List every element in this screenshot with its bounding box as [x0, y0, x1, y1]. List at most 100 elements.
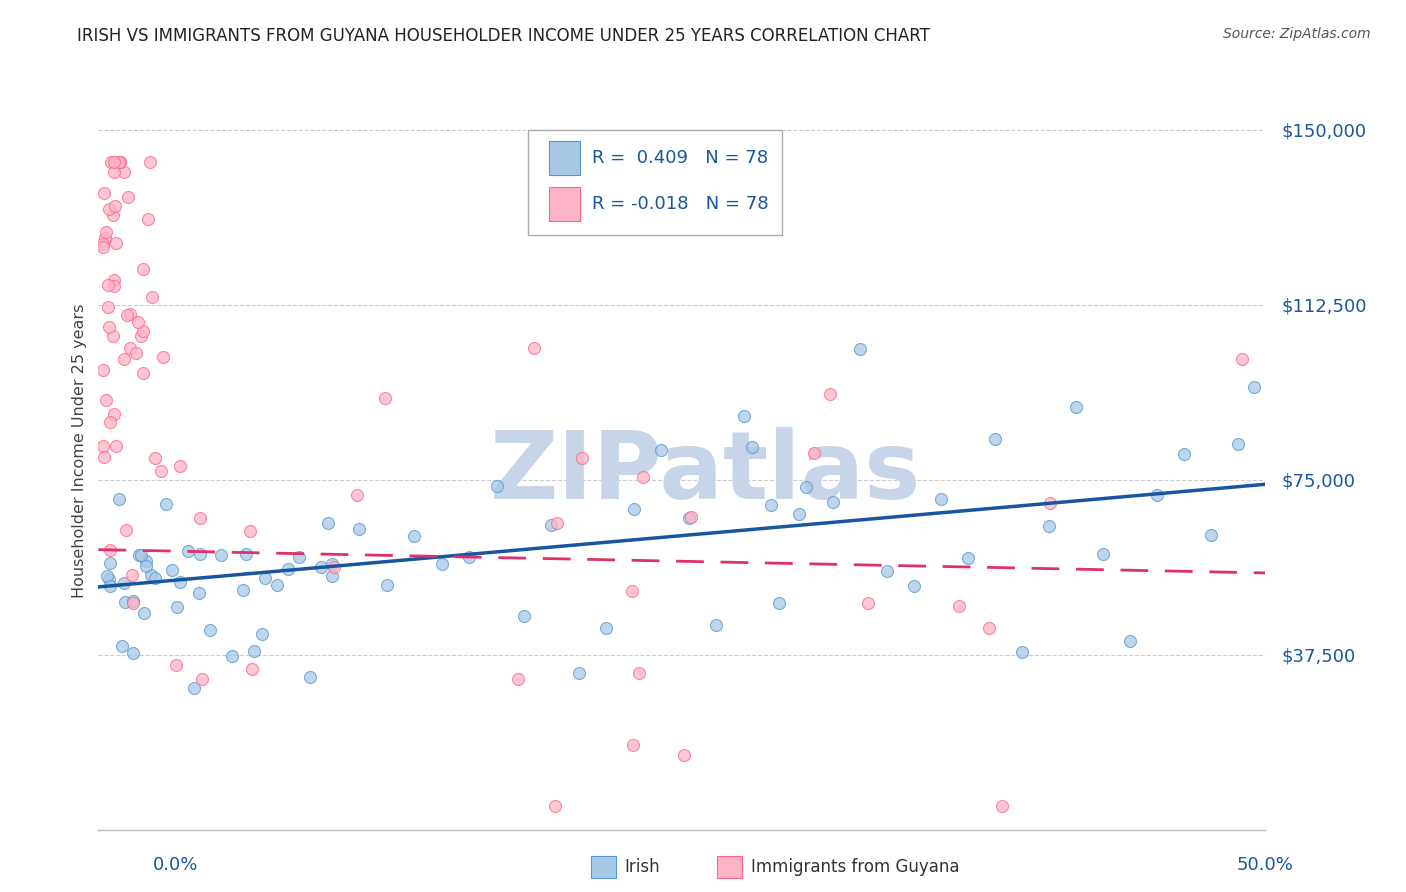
Point — [93, 186, 115, 200]
Point — [322, 560, 344, 574]
Point — [544, 799, 567, 814]
Point — [957, 550, 980, 565]
Point — [568, 666, 591, 681]
Point — [96, 225, 118, 239]
Point — [132, 606, 155, 620]
Point — [595, 622, 617, 636]
Point — [139, 155, 162, 169]
Point — [1173, 447, 1195, 461]
Point — [346, 487, 368, 501]
Point — [93, 240, 115, 254]
Point — [571, 451, 593, 466]
Point — [631, 469, 654, 483]
Point — [704, 618, 727, 632]
Text: R =  0.409   N = 78: R = 0.409 N = 78 — [592, 149, 768, 167]
Point — [131, 366, 153, 380]
Point — [621, 739, 644, 753]
Point — [128, 548, 150, 562]
Point — [96, 393, 118, 408]
Point — [141, 290, 163, 304]
Point — [254, 571, 277, 585]
Point — [169, 575, 191, 590]
Point — [349, 523, 371, 537]
Point — [132, 261, 155, 276]
Point — [818, 387, 841, 401]
Point — [266, 578, 288, 592]
Point — [101, 208, 124, 222]
Point — [143, 450, 166, 465]
Point — [375, 577, 398, 591]
Point — [513, 608, 536, 623]
Point — [238, 524, 260, 538]
Point — [287, 549, 309, 564]
Point — [183, 681, 205, 695]
Point — [114, 595, 136, 609]
Point — [110, 155, 132, 169]
Point — [127, 315, 149, 329]
Point — [540, 518, 562, 533]
Text: Source: ZipAtlas.com: Source: ZipAtlas.com — [1223, 27, 1371, 41]
Point — [91, 237, 114, 252]
Point — [129, 549, 152, 563]
Point — [221, 648, 243, 663]
Point — [91, 439, 114, 453]
Point — [650, 443, 672, 458]
Point — [97, 319, 120, 334]
Point — [105, 235, 128, 250]
Point — [803, 446, 825, 460]
Point — [98, 556, 121, 570]
Point — [143, 571, 166, 585]
Point — [97, 202, 120, 217]
Point — [103, 279, 125, 293]
Point — [1227, 437, 1250, 451]
Point — [97, 277, 120, 292]
Point — [741, 440, 763, 454]
Point — [112, 575, 135, 590]
Point — [1092, 548, 1115, 562]
Point — [117, 190, 139, 204]
Point — [100, 155, 122, 169]
Point — [277, 562, 299, 576]
Point — [768, 596, 790, 610]
Point — [200, 623, 222, 637]
Text: ZIPatlas: ZIPatlas — [489, 427, 921, 519]
Point — [160, 563, 183, 577]
Point — [1230, 351, 1253, 366]
Point — [374, 391, 396, 405]
Point — [627, 666, 650, 681]
Point — [98, 415, 121, 429]
Point — [117, 308, 139, 322]
Point — [991, 799, 1014, 814]
Point — [129, 329, 152, 343]
Point — [821, 495, 844, 509]
Point — [166, 600, 188, 615]
Point — [139, 567, 162, 582]
Point — [115, 523, 138, 537]
Point — [121, 568, 143, 582]
Point — [150, 464, 173, 478]
Point — [165, 657, 187, 672]
Point — [152, 351, 174, 365]
Point — [458, 550, 481, 565]
Point — [111, 640, 134, 654]
Point — [1011, 645, 1033, 659]
Point — [929, 491, 952, 506]
Point — [112, 352, 135, 367]
Point — [191, 672, 214, 686]
Point — [430, 558, 453, 572]
Point — [485, 479, 508, 493]
Point — [243, 644, 266, 658]
Text: IRISH VS IMMIGRANTS FROM GUYANA HOUSEHOLDER INCOME UNDER 25 YEARS CORRELATION CH: IRISH VS IMMIGRANTS FROM GUYANA HOUSEHOL… — [77, 27, 931, 45]
Point — [121, 646, 143, 660]
Point — [98, 543, 121, 558]
Point — [1064, 400, 1087, 414]
Y-axis label: Householder Income Under 25 years: Householder Income Under 25 years — [72, 303, 87, 598]
Point — [155, 497, 177, 511]
Point — [108, 492, 131, 507]
Point — [298, 670, 321, 684]
Point — [110, 155, 132, 169]
Point — [316, 516, 339, 530]
Point — [321, 557, 343, 571]
Point — [135, 554, 157, 568]
Point — [506, 672, 529, 686]
